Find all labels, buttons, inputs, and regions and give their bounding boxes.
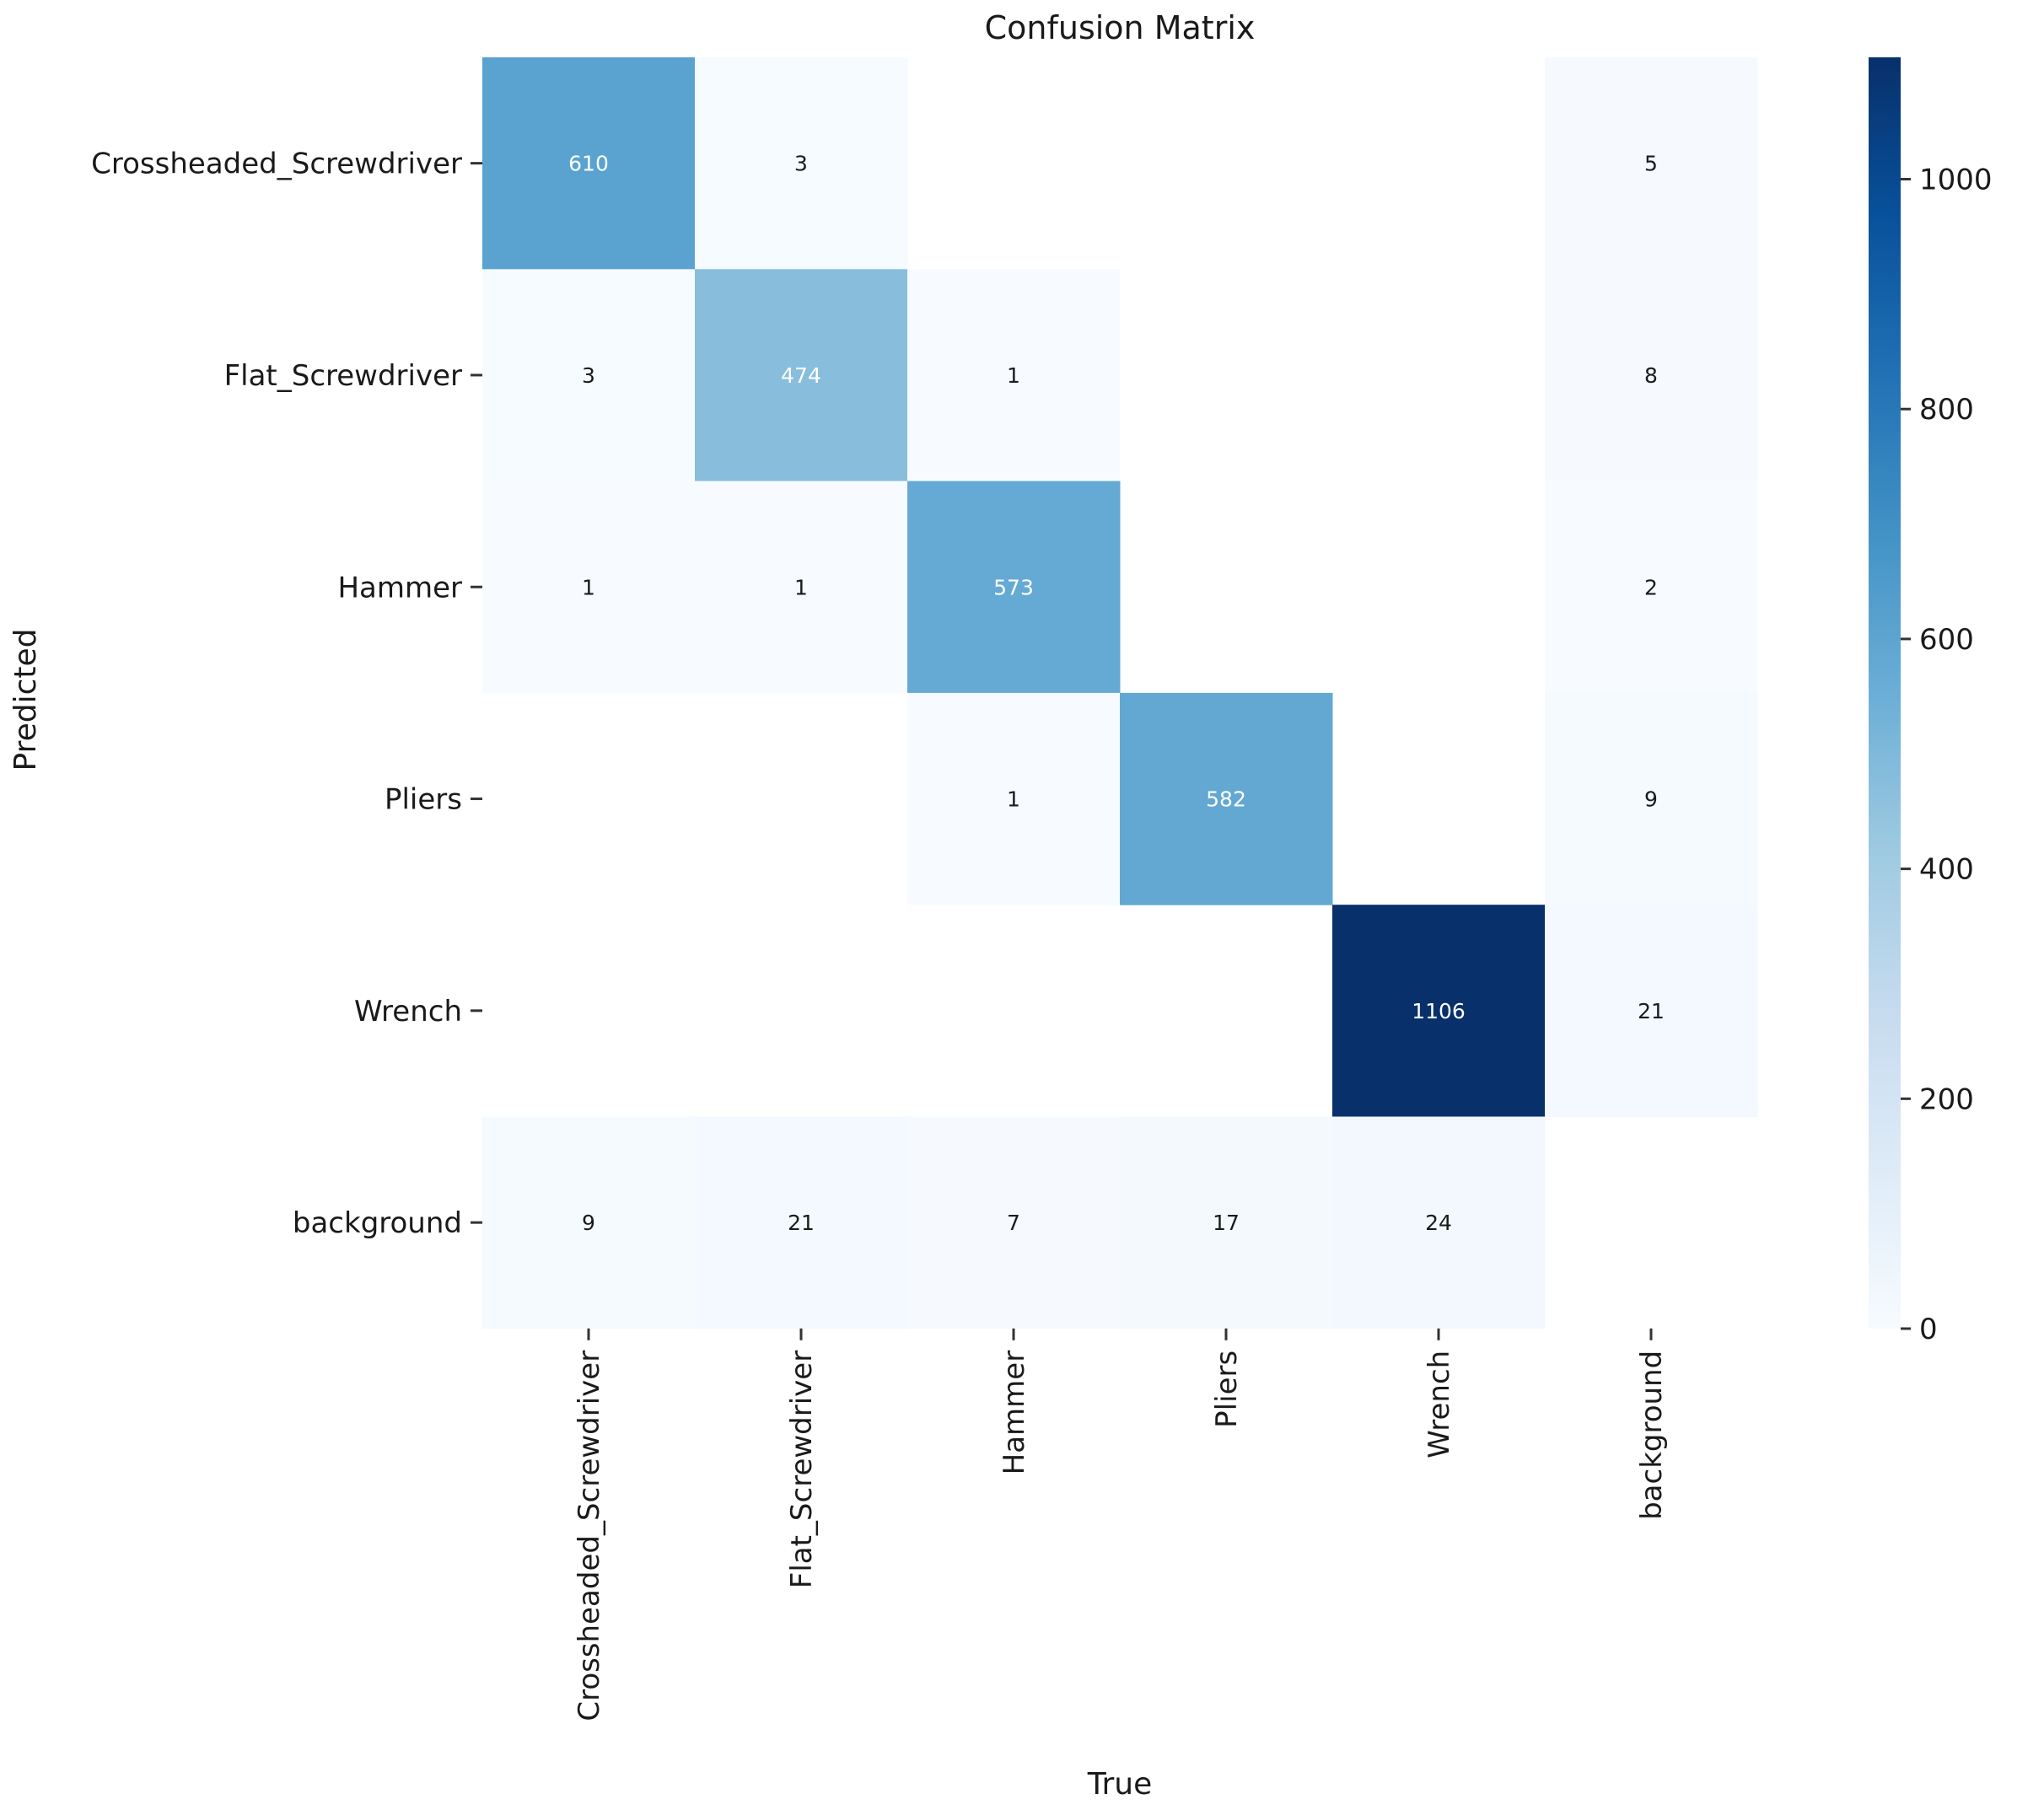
cell-value-r0-c5: 5 (1644, 152, 1658, 176)
heatmap-cell-r5-c0 (482, 1116, 696, 1329)
heatmap-cell-r2-c1 (695, 481, 908, 694)
colorbar-tick-label: 400 (1919, 853, 1974, 887)
colorbar-tick-label: 200 (1919, 1082, 1974, 1116)
x-tick-label: Crossheaded_Screwdriver (573, 1351, 606, 1721)
cell-value-r2-c1: 1 (794, 575, 808, 599)
x-tick-label: Hammer (998, 1351, 1031, 1475)
y-axis-ticks: Crossheaded_Screwdriver Flat_Screwdriver H… (91, 148, 482, 1240)
y-tick-label: Pliers (385, 783, 462, 817)
heatmap-cell-r0-c5 (1545, 57, 1758, 270)
x-tick-label: background (1635, 1351, 1669, 1520)
y-tick-label: Wrench (354, 995, 462, 1029)
cell-value-r2-c0: 1 (582, 575, 595, 599)
heatmap-cell-r5-c1 (695, 1116, 908, 1329)
heatmap-cells (482, 57, 1758, 1329)
cell-value-r1-c2: 1 (1007, 363, 1020, 388)
cell-value-r5-c0: 9 (582, 1211, 595, 1235)
heatmap-cell-r3-c5 (1545, 692, 1758, 905)
cell-value-r2-c5: 2 (1644, 575, 1658, 599)
cell-value-r0-c0: 610 (568, 152, 609, 176)
x-axis-label: True (1087, 1767, 1152, 1802)
cell-value-r5-c1: 21 (788, 1211, 815, 1235)
heatmap-cell-r1-c0 (482, 269, 696, 482)
cell-value-r1-c1: 474 (781, 363, 821, 388)
chart-title: Confusion Matrix (985, 9, 1256, 46)
cell-value-r3-c3: 582 (1206, 787, 1246, 812)
heatmap-cell-r5-c2 (907, 1116, 1121, 1329)
cell-value-r5-c4: 24 (1425, 1211, 1452, 1235)
heatmap-cell-r0-c0 (482, 57, 696, 270)
heatmap-cell-r0-c1 (695, 57, 908, 270)
colorbar-tick-label: 0 (1919, 1313, 1938, 1346)
cell-value-r0-c1: 3 (794, 152, 808, 176)
colorbar-tick-label: 1000 (1919, 164, 1993, 197)
y-tick-label: background (293, 1206, 462, 1240)
colorbar (1869, 57, 1901, 1329)
y-tick-label: Crossheaded_Screwdriver (91, 148, 462, 181)
cell-value-r4-c4: 1106 (1412, 999, 1466, 1023)
heatmap-cell-r1-c2 (907, 269, 1121, 482)
colorbar-tick-label: 600 (1919, 623, 1974, 657)
heatmap-cell-r3-c2 (907, 692, 1121, 905)
x-tick-label: Flat_Screwdriver (785, 1351, 819, 1588)
colorbar-ticks: 0 200 400 600 800 1000 (1901, 164, 1993, 1346)
cell-value-r3-c2: 1 (1007, 787, 1020, 812)
x-tick-label: Pliers (1210, 1351, 1244, 1428)
heatmap-cell-r5-c3 (1120, 1116, 1333, 1329)
y-axis-label: Predicted (8, 629, 43, 771)
heatmap-cell-r5-c4 (1332, 1116, 1546, 1329)
cell-value-r5-c3: 17 (1213, 1211, 1240, 1235)
cell-value-r4-c5: 21 (1638, 999, 1665, 1023)
cell-value-r3-c5: 9 (1644, 787, 1658, 812)
heatmap-cell-r2-c5 (1545, 481, 1758, 694)
heatmap-cell-r2-c2 (907, 481, 1121, 694)
y-tick-label: Flat_Screwdriver (224, 359, 462, 393)
heatmap-cell-r2-c0 (482, 481, 696, 694)
heatmap-cell-r1-c1 (695, 269, 908, 482)
x-axis-ticks: Crossheaded_Screwdriver Flat_Screwdriver H… (573, 1328, 1669, 1721)
colorbar-tick-label: 800 (1919, 393, 1974, 427)
cell-value-r1-c5: 8 (1644, 363, 1658, 388)
cell-value-r5-c2: 7 (1007, 1211, 1020, 1235)
cell-value-r2-c2: 573 (993, 575, 1034, 599)
x-tick-label: Wrench (1423, 1351, 1456, 1458)
heatmap-cell-r4-c4 (1332, 905, 1546, 1117)
heatmap-cell-r1-c5 (1545, 269, 1758, 482)
heatmap-cell-r4-c5 (1545, 905, 1758, 1117)
heatmap-cell-r3-c3 (1120, 692, 1333, 905)
cell-value-r1-c0: 3 (582, 363, 595, 388)
y-tick-label: Hammer (337, 571, 462, 604)
